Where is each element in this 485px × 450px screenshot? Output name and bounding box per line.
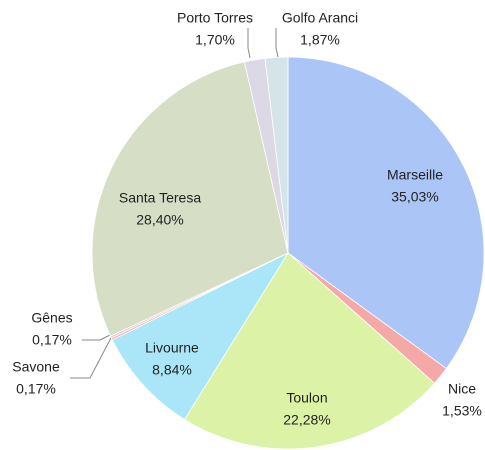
slice-value-label: 1,53% xyxy=(442,403,482,419)
pie-slice xyxy=(184,252,436,450)
slice-label: Nice xyxy=(448,381,476,397)
slice-label: Livourne xyxy=(145,340,199,356)
pie-slice xyxy=(264,56,289,254)
pie-slice xyxy=(91,61,289,337)
slice-value-label: 0,17% xyxy=(16,381,56,397)
slice-value-label: 0,17% xyxy=(32,332,72,348)
slice-label: Savone xyxy=(12,359,60,375)
slice-label: Golfo Aranci xyxy=(282,10,358,26)
leader-line xyxy=(247,28,251,59)
leader-line xyxy=(275,28,279,58)
slice-label: Porto Torres xyxy=(177,10,253,26)
slice-label: Toulon xyxy=(286,390,327,406)
slice-label: Marseille xyxy=(387,167,443,183)
slice-label: Santa Teresa xyxy=(119,190,201,206)
leader-line xyxy=(70,335,113,379)
pie-slice xyxy=(287,56,485,370)
slice-label: Gênes xyxy=(31,310,72,326)
leader-lines xyxy=(70,28,279,379)
leader-line xyxy=(82,333,113,341)
slice-value-label: 22,28% xyxy=(283,412,330,428)
slice-value-label: 35,03% xyxy=(391,189,438,205)
slice-value-label: 28,40% xyxy=(136,212,183,228)
slice-value-label: 1,70% xyxy=(195,32,235,48)
pie-slice xyxy=(111,252,290,421)
slice-value-label: 8,84% xyxy=(152,362,192,378)
slice-value-label: 1,87% xyxy=(300,32,340,48)
